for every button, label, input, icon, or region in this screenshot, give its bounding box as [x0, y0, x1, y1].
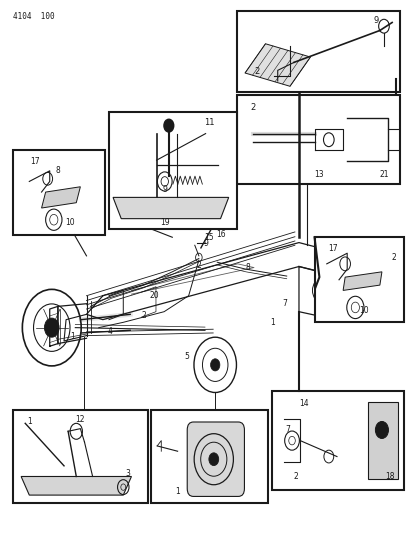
Text: 3: 3	[125, 470, 130, 478]
Text: 19: 19	[160, 219, 169, 228]
Text: 2: 2	[250, 102, 255, 111]
Bar	[314, 237, 403, 322]
Text: 2: 2	[196, 261, 201, 270]
Circle shape	[208, 453, 218, 466]
Text: 5: 5	[184, 352, 189, 361]
Polygon shape	[21, 477, 131, 495]
Text: 1: 1	[175, 487, 180, 496]
Text: 17: 17	[31, 157, 40, 166]
Circle shape	[375, 422, 387, 439]
Circle shape	[44, 318, 59, 337]
Text: 13: 13	[313, 170, 323, 179]
Polygon shape	[113, 197, 228, 219]
Polygon shape	[367, 402, 397, 479]
Text: 9: 9	[372, 17, 378, 26]
Bar	[13, 150, 105, 235]
Bar	[151, 410, 267, 503]
Circle shape	[210, 359, 219, 371]
Text: 8: 8	[245, 263, 249, 272]
Text: 2: 2	[141, 311, 146, 320]
Text: 2: 2	[254, 68, 259, 76]
Text: 12: 12	[75, 415, 85, 424]
Polygon shape	[245, 44, 310, 86]
Polygon shape	[41, 187, 80, 208]
Text: 2: 2	[391, 253, 396, 262]
Text: 2: 2	[293, 472, 298, 481]
Text: 17: 17	[327, 245, 337, 254]
Text: 15: 15	[204, 233, 213, 242]
Text: 7: 7	[281, 299, 286, 308]
Bar	[236, 95, 399, 184]
Text: 10: 10	[65, 219, 75, 228]
Bar	[13, 410, 147, 503]
Text: 14: 14	[299, 399, 308, 408]
Text: 1: 1	[70, 332, 75, 341]
Bar	[236, 11, 399, 92]
Text: 9: 9	[162, 185, 167, 194]
Text: 4104  100: 4104 100	[13, 12, 54, 21]
Text: 18: 18	[384, 472, 394, 481]
Text: 7: 7	[285, 425, 290, 434]
FancyBboxPatch shape	[187, 422, 244, 496]
Text: 9: 9	[203, 239, 208, 248]
Text: 4: 4	[107, 327, 112, 336]
Text: 20: 20	[149, 291, 158, 300]
Text: 1: 1	[270, 318, 274, 327]
Text: 8: 8	[55, 166, 60, 175]
Text: 21: 21	[378, 170, 388, 179]
Text: 10: 10	[358, 306, 367, 315]
Text: 16: 16	[216, 230, 226, 239]
Bar	[109, 112, 236, 229]
Polygon shape	[342, 272, 381, 290]
Bar	[271, 391, 403, 490]
Text: 11: 11	[204, 118, 214, 127]
Circle shape	[164, 119, 173, 132]
Text: 1: 1	[27, 417, 31, 426]
